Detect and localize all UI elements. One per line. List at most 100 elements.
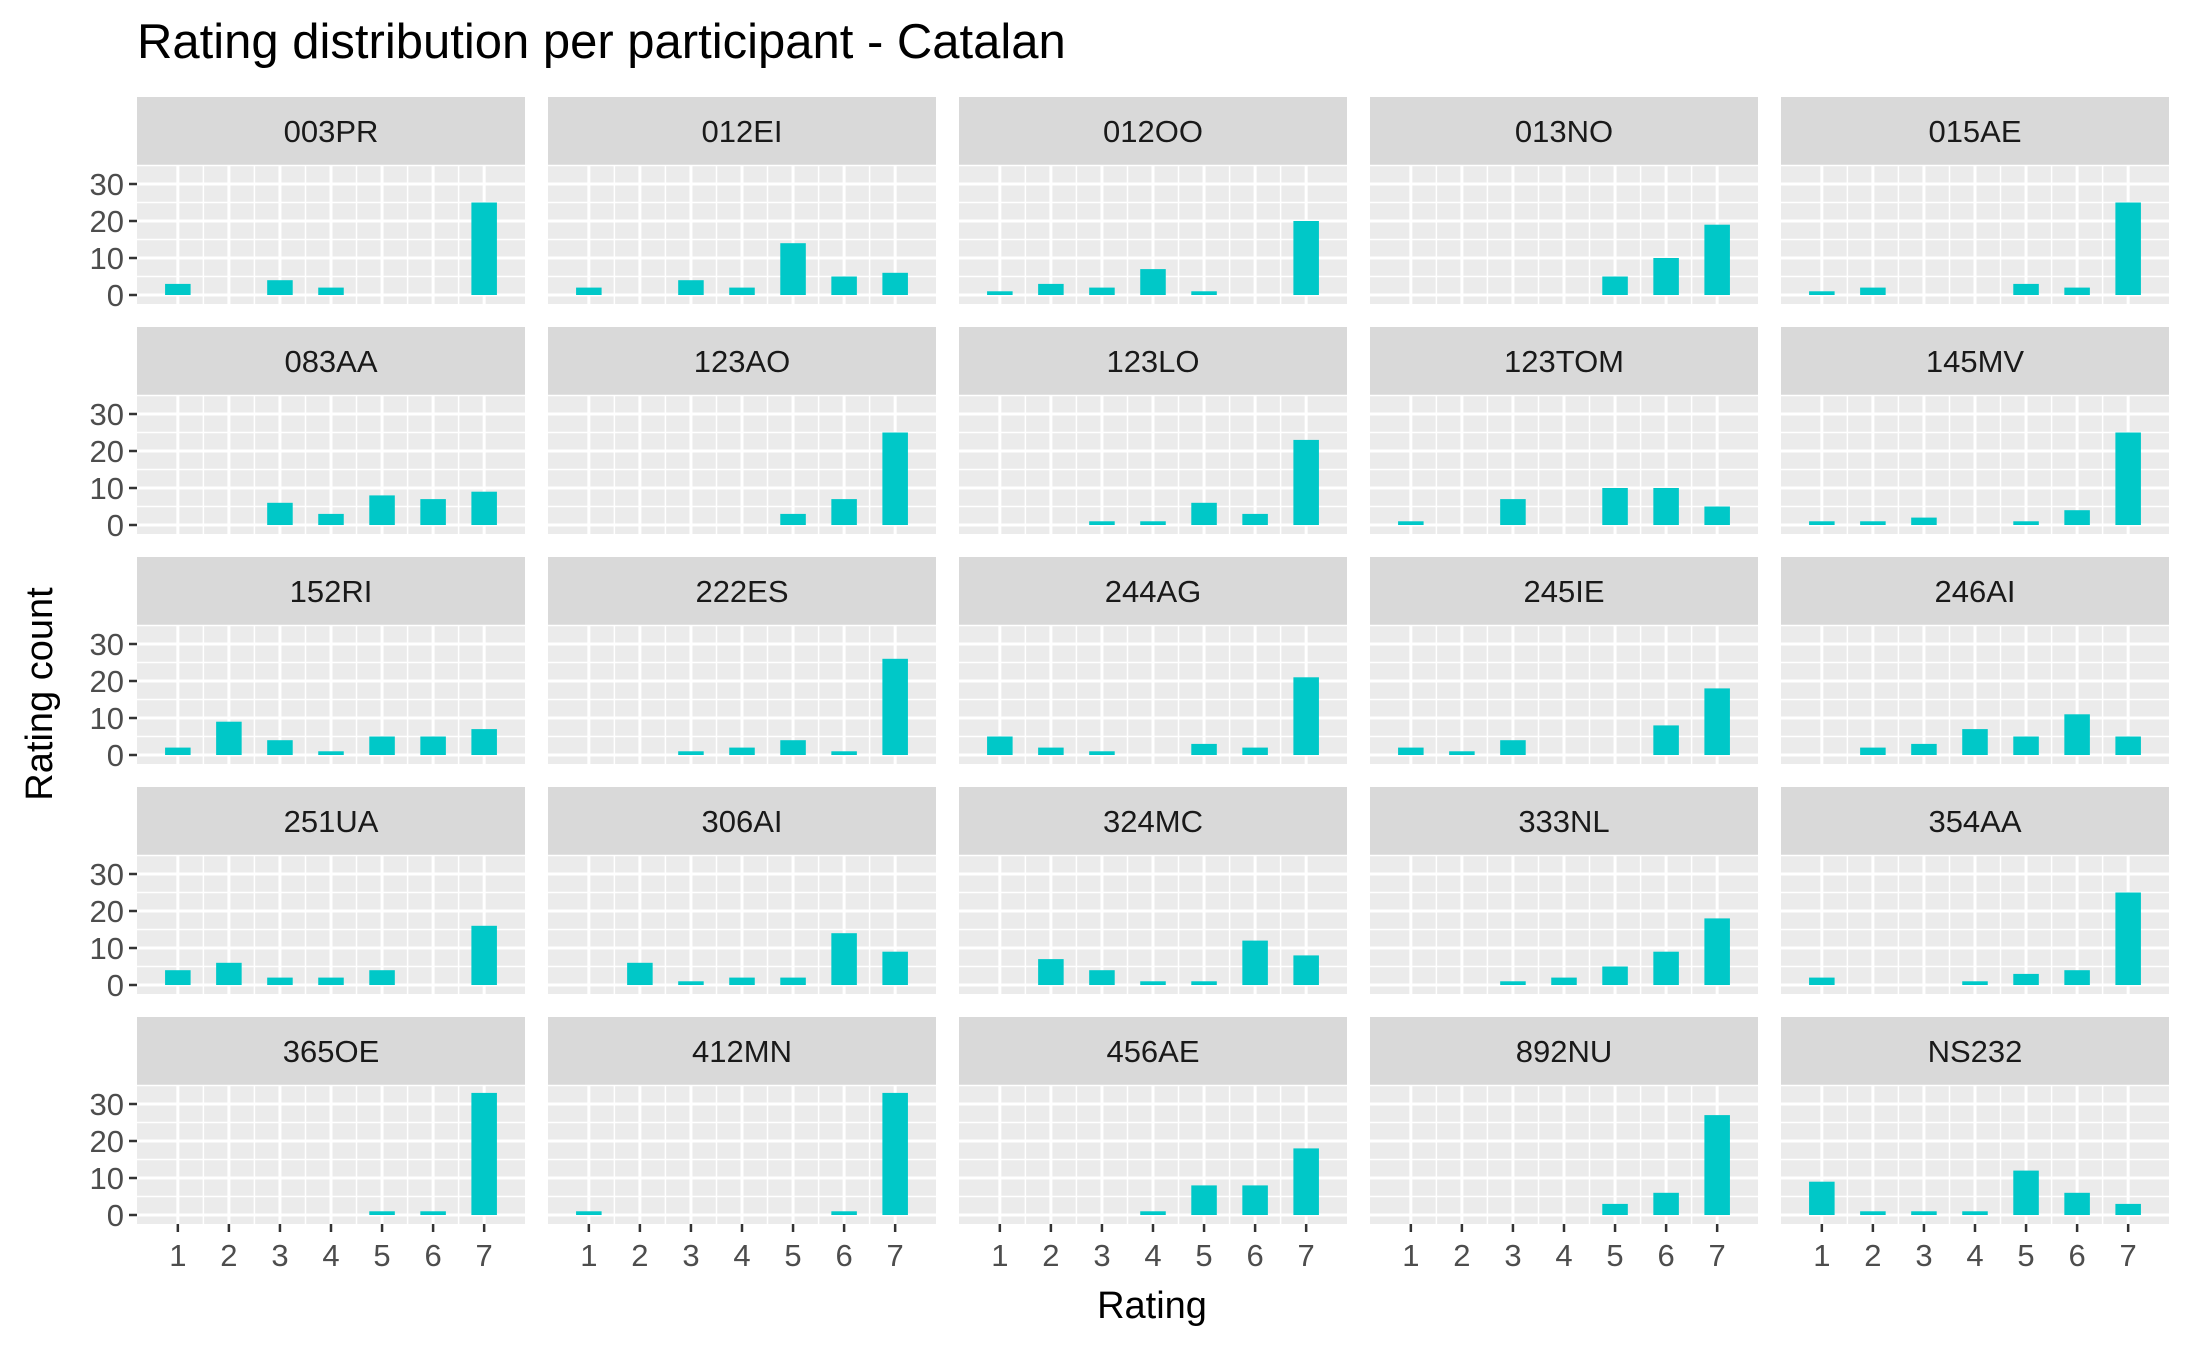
facet-strip-label: 003PR — [284, 114, 379, 149]
bar-123LO-rating-6 — [1242, 513, 1268, 525]
facet-strip-label: 892NU — [1516, 1034, 1613, 1069]
bar-354AA-rating-4 — [1962, 981, 1988, 985]
bar-456AE-rating-4 — [1140, 1211, 1166, 1215]
bar-354AA-rating-5 — [2013, 973, 2039, 985]
bar-324MC-rating-4 — [1140, 981, 1166, 985]
bar-152RI-rating-5 — [369, 736, 395, 755]
facet-panel-892NU: 892NU 1 2 3 4 5 6 7 — [1370, 1017, 1758, 1273]
bar-123AO-rating-5 — [780, 513, 806, 525]
bar-NS232-rating-4 — [1962, 1211, 1988, 1215]
facet-strip — [959, 557, 1347, 625]
bar-083AA-rating-3 — [267, 502, 293, 525]
bar-222ES-rating-5 — [780, 740, 806, 755]
bar-251UA-rating-4 — [318, 977, 344, 985]
x-tick-label: 2 — [631, 1238, 648, 1273]
bar-123TOM-rating-6 — [1653, 488, 1679, 525]
y-tick-label: 10 — [90, 701, 124, 736]
facet-panel-012OO: 012OO — [959, 97, 1347, 304]
facet-panel-333NL: 333NL — [1370, 787, 1758, 994]
facet-strip — [959, 1017, 1347, 1085]
facet-strip — [959, 787, 1347, 855]
facet-strip-label: 324MC — [1103, 804, 1203, 839]
bar-123LO-rating-3 — [1089, 521, 1115, 525]
facet-strip — [137, 787, 525, 855]
bar-365OE-rating-6 — [420, 1211, 446, 1215]
facet-strip — [1781, 97, 2169, 165]
y-axis-title: Rating count — [19, 587, 61, 801]
facet-strip — [959, 327, 1347, 395]
bar-012EI-rating-7 — [882, 272, 908, 295]
bar-354AA-rating-6 — [2064, 970, 2090, 985]
x-tick-label: 7 — [887, 1238, 904, 1273]
x-axis-title: Rating — [1097, 1285, 1207, 1327]
facet-strip — [1370, 787, 1758, 855]
bar-412MN-rating-1 — [576, 1211, 602, 1215]
bar-003PR-rating-4 — [318, 287, 344, 295]
bar-123LO-rating-5 — [1191, 502, 1217, 525]
y-tick-label: 0 — [107, 1198, 124, 1233]
bar-244AG-rating-6 — [1242, 747, 1268, 755]
bar-123TOM-rating-5 — [1602, 488, 1628, 525]
bar-015AE-rating-5 — [2013, 283, 2039, 295]
bar-456AE-rating-7 — [1293, 1148, 1319, 1215]
y-tick-label: 20 — [90, 204, 124, 239]
facet-strip-label: 251UA — [284, 804, 379, 839]
bar-NS232-rating-1 — [1809, 1181, 1835, 1215]
x-tick-label: 7 — [476, 1238, 493, 1273]
x-tick-label: 2 — [1864, 1238, 1881, 1273]
x-tick-label: 5 — [784, 1238, 801, 1273]
facet-strip-label: 152RI — [290, 574, 373, 609]
bar-015AE-rating-2 — [1860, 287, 1886, 295]
bar-123LO-rating-4 — [1140, 521, 1166, 525]
x-tick-label: 4 — [733, 1238, 750, 1273]
bar-012OO-rating-4 — [1140, 269, 1166, 295]
y-tick-label: 10 — [90, 471, 124, 506]
bar-145MV-rating-2 — [1860, 521, 1886, 525]
x-tick-label: 1 — [580, 1238, 597, 1273]
facet-strip — [1370, 1017, 1758, 1085]
facet-strip-label: 123TOM — [1504, 344, 1624, 379]
bar-456AE-rating-6 — [1242, 1185, 1268, 1215]
facet-strip-label: 456AE — [1106, 1034, 1199, 1069]
facet-strip-label: 145MV — [1926, 344, 2025, 379]
bar-012EI-rating-3 — [678, 280, 704, 295]
facet-strip-label: 365OE — [283, 1034, 380, 1069]
bar-012OO-rating-3 — [1089, 287, 1115, 295]
x-tick-label: 4 — [1555, 1238, 1572, 1273]
facet-strip — [137, 97, 525, 165]
bar-152RI-rating-3 — [267, 740, 293, 755]
x-tick-label: 4 — [322, 1238, 339, 1273]
bar-012EI-rating-1 — [576, 287, 602, 295]
bar-012EI-rating-4 — [729, 287, 755, 295]
y-tick-label: 0 — [107, 508, 124, 543]
bar-244AG-rating-3 — [1089, 751, 1115, 755]
x-tick-label: 7 — [2120, 1238, 2137, 1273]
bar-NS232-rating-5 — [2013, 1170, 2039, 1215]
bar-324MC-rating-6 — [1242, 940, 1268, 985]
bar-003PR-rating-3 — [267, 280, 293, 295]
bar-012OO-rating-7 — [1293, 221, 1319, 295]
x-tick-label: 5 — [373, 1238, 390, 1273]
facet-strip — [1370, 97, 1758, 165]
bar-145MV-rating-1 — [1809, 521, 1835, 525]
bar-123TOM-rating-7 — [1704, 506, 1730, 525]
bar-244AG-rating-1 — [987, 736, 1013, 755]
facet-panel-222ES: 222ES — [548, 557, 936, 764]
bar-333NL-rating-5 — [1602, 966, 1628, 985]
facet-strip — [959, 97, 1347, 165]
facet-strip-label: 012EI — [701, 114, 782, 149]
bar-306AI-rating-2 — [627, 962, 653, 985]
bar-152RI-rating-1 — [165, 747, 191, 755]
bar-012EI-rating-5 — [780, 243, 806, 295]
facet-strip-label: 333NL — [1518, 804, 1609, 839]
bar-NS232-rating-3 — [1911, 1211, 1937, 1215]
facet-strip — [1370, 557, 1758, 625]
bar-333NL-rating-4 — [1551, 977, 1577, 985]
bar-083AA-rating-4 — [318, 513, 344, 525]
bar-354AA-rating-7 — [2115, 892, 2141, 985]
facet-strip-label: 013NO — [1515, 114, 1613, 149]
y-tick-label: 10 — [90, 931, 124, 966]
bar-152RI-rating-7 — [471, 729, 497, 755]
facet-strip-label: 083AA — [284, 344, 377, 379]
